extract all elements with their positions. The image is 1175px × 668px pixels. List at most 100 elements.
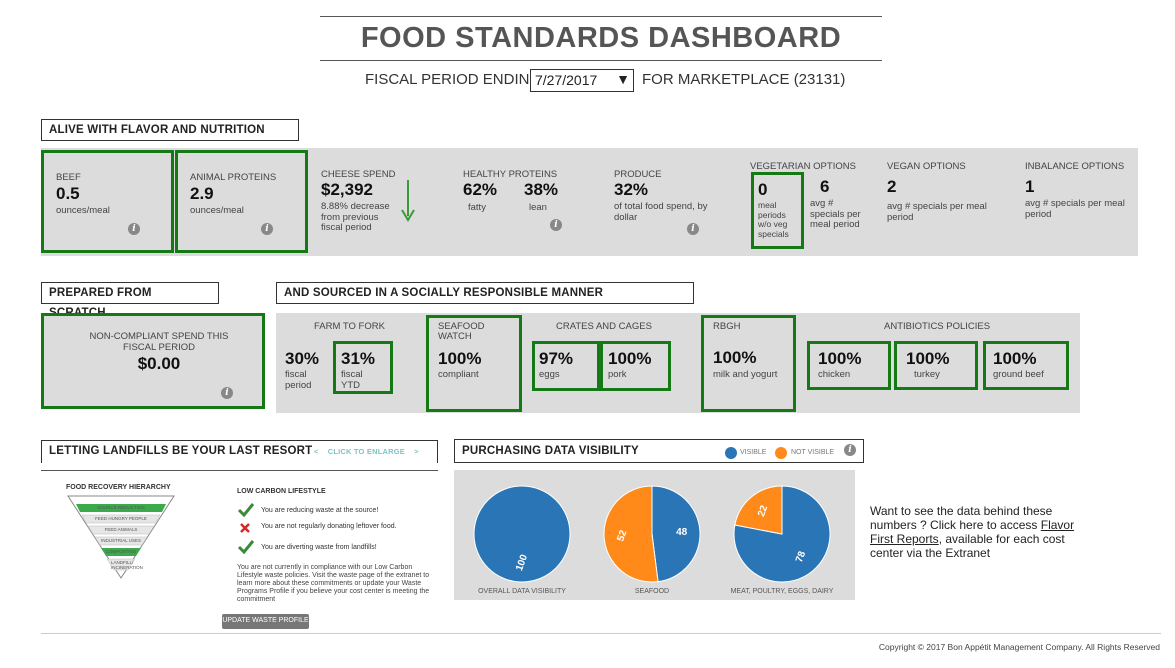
low-carbon-title: LOW CARBON LIFESTYLE [237,488,326,495]
rbgh-value: 100% [713,348,757,367]
vegetarian-periods-desc: meal periods w/o veg specials [758,200,789,239]
antibiotics-chicken-tile [807,341,891,390]
title-bottom-rule [320,60,882,61]
landfills-heading-text: LETTING LANDFILLS BE YOUR LAST RESORT [49,445,313,457]
pie-slice-visible [473,485,571,583]
beef-tile [41,150,174,253]
vegan-options-label: VEGAN OPTIONS [887,161,966,172]
healthy-fatty-value: 62% [463,180,498,199]
food-recovery-hierarchy-diagram [67,495,175,579]
healthy-lean-label: lean [529,202,547,213]
animal-proteins-label: ANIMAL PROTEINS [190,172,277,183]
farm-ytd-value: 31% [341,349,376,368]
antibiotics-turkey-tile [894,341,978,390]
animal-proteins-value: 2.9 [190,184,214,203]
legend-visible-label: VISIBLE [740,449,767,456]
beef-info-icon[interactable]: i [128,223,140,235]
antibiotics-label: ANTIBIOTICS POLICIES [884,321,991,332]
vegetarian-options-label: VEGETARIAN OPTIONS [750,161,856,172]
pie-title-seafood: SEAFOOD [634,588,670,595]
produce-value: 32% [614,180,649,199]
fiscal-period-select[interactable]: 7/27/2017 ▼ [530,69,634,92]
cheese-spend-value: $2,392 [321,180,373,199]
healthy-proteins-info-icon[interactable]: i [550,219,562,231]
alive-panel [41,148,1138,256]
fiscal-period-label: FISCAL PERIOD ENDING: [365,71,546,88]
antibiotics-chicken-desc: chicken [818,369,851,380]
click-to-enlarge-link[interactable]: < CLICK TO ENLARGE > [314,447,419,456]
produce-info-icon[interactable]: i [687,223,699,235]
click-to-enlarge-text: CLICK TO ENLARGE [327,447,405,456]
pie-data-label: 52 [615,528,629,543]
pie-slice-visible [651,485,701,583]
x-icon [240,523,250,533]
hierarchy-level: INDUSTRIAL USES [100,538,142,543]
vegetarian-specials-desc: avg # specials per meal period [810,198,861,230]
sourced-panel [276,313,1080,413]
healthy-proteins-label: HEALTHY PROTEINS [463,169,558,180]
vegetarian-periods-tile [751,172,804,249]
update-waste-profile-button[interactable]: UPDATE WASTE PROFILE [222,614,309,629]
purchasing-info-icon[interactable]: i [844,444,856,456]
beef-label: BEEF [56,172,81,183]
rbgh-label: RBGH [713,321,741,332]
scratch-value: $0.00 [137,354,181,373]
hierarchy-level: FEED HUNGRY PEOPLE [95,516,147,521]
down-arrow-icon [401,180,415,222]
antibiotics-chicken-value: 100% [818,349,862,368]
lifestyle-item-text: You are not regularly donating leftover … [261,523,397,530]
crates-eggs-tile [532,341,600,391]
farm-period-desc: fiscal period [285,369,312,391]
cheese-spend-desc: 8.88% decrease from previous fiscal peri… [321,201,390,233]
antibiotics-beef-desc: ground beef [993,369,1044,380]
scratch-tile [41,313,265,409]
antibiotics-turkey-desc: turkey [914,369,940,380]
scratch-section-heading: PREPARED FROM SCRATCH [41,282,219,319]
note-text-before: Want to see the data behind these number… [870,504,1053,532]
farm-ytd-tile [333,341,393,394]
lifestyle-item-text: You are reducing waste at the source! [261,507,379,514]
sourced-section-heading: AND SOURCED IN A SOCIALLY RESPONSIBLE MA… [276,282,694,304]
antibiotics-turkey-value: 100% [906,349,950,368]
inbalance-options-label: INBALANCE OPTIONS [1025,161,1125,172]
antibiotics-beef-value: 100% [993,349,1037,368]
pie-data-label: 100 [514,553,530,573]
dropdown-arrow-icon[interactable]: ▼ [616,71,630,87]
seafood-watch-value: 100% [438,349,482,368]
produce-label: PRODUCE [614,169,662,180]
antibiotics-beef-tile [983,341,1069,390]
vegan-options-desc: avg # specials per meal period [887,201,987,223]
pie-slice-not-visible [734,485,783,535]
alive-section-heading: ALIVE WITH FLAVOR AND NUTRITION [41,119,299,141]
inbalance-options-desc: avg # specials per meal period [1025,198,1125,220]
farm-ytd-desc: fiscal YTD [341,369,363,391]
hierarchy-level: LANDFILL/ INCINERATION [111,560,143,570]
rbgh-tile [701,315,796,412]
legend-visible-swatch [725,447,737,459]
lifestyle-item-text: You are diverting waste from landfills! [261,544,377,551]
hierarchy-title: FOOD RECOVERY HIERARCHY [66,484,171,491]
seafood-watch-desc: compliant [438,369,479,380]
animal-proteins-info-icon[interactable]: i [261,223,273,235]
seafood-watch-tile [426,315,522,412]
compliance-note: You are not currently in compliance with… [237,564,430,603]
farm-to-fork-label: FARM TO FORK [314,321,385,332]
animal-proteins-tile [175,150,308,253]
beef-unit: ounces/meal [56,205,110,216]
crates-pork-value: 100% [608,349,652,368]
crates-cages-label: CRATES AND CAGES [556,321,652,332]
pie-title-meat: MEAT, POULTRY, EGGS, DAIRY [730,588,834,595]
crates-eggs-desc: eggs [539,369,560,380]
pie-title-overall: OVERALL DATA VISIBILITY [478,588,566,595]
hierarchy-levels: SOURCE REDUCTION FEED HUNGRY PEOPLE FEED… [66,494,176,580]
crates-pork-tile [600,341,671,391]
pie-data-label: 78 [794,549,808,564]
inbalance-options-value: 1 [1025,177,1035,196]
vegetarian-periods-value: 0 [758,180,768,199]
scratch-info-icon[interactable]: i [221,387,233,399]
legend-not-visible-swatch [775,447,787,459]
vegetarian-specials-value: 6 [820,177,830,196]
title-top-rule [320,16,882,17]
flavor-first-reports-link[interactable]: Flavor First Reports [870,518,1075,546]
crates-eggs-value: 97% [539,349,574,368]
